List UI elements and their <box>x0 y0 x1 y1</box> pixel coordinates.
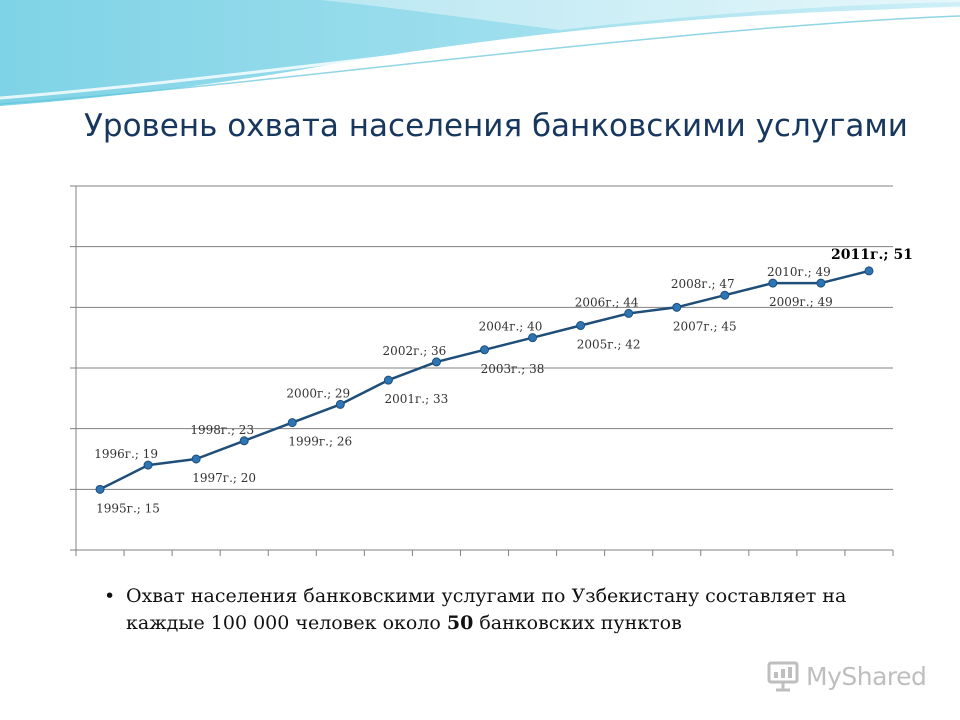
bullet-text: • Охват населения банковскими услугами п… <box>104 583 904 637</box>
data-point <box>672 302 682 312</box>
data-point <box>864 266 874 276</box>
data-point <box>95 484 105 494</box>
bullet-text-before: Охват населения банковскими услугами по … <box>126 585 847 634</box>
series-line <box>99 269 870 491</box>
data-point <box>816 278 826 288</box>
header-swoosh-decoration <box>0 0 960 106</box>
data-point <box>383 375 393 385</box>
data-label: 2005г.; 42 <box>577 338 641 352</box>
chart-grid <box>70 185 893 551</box>
data-label: 2001г.; 33 <box>384 392 448 406</box>
data-point <box>624 308 634 318</box>
bullet-text-after: банковских пунктов <box>473 612 682 634</box>
data-point <box>191 454 201 464</box>
data-point <box>768 278 778 288</box>
data-label: 2010г.; 49 <box>767 265 831 279</box>
data-label: 1995г.; 15 <box>96 501 160 515</box>
data-label: 2007г.; 45 <box>673 319 737 333</box>
bullet-bold-value: 50 <box>446 612 474 634</box>
presentation-board-icon <box>767 661 799 692</box>
data-labels: 1995г.; 15 1996г.; 19 1997г.; 20 1998г.; 23… <box>94 247 913 515</box>
watermark-text: MyShared <box>806 661 927 691</box>
data-label: 2004г.; 40 <box>479 320 543 334</box>
bullet-marker: • <box>104 585 116 607</box>
data-point <box>287 418 297 428</box>
data-point <box>143 460 153 470</box>
data-point <box>720 290 730 300</box>
watermark: MyShared <box>766 656 927 696</box>
series-markers <box>95 266 874 494</box>
data-point <box>480 345 489 355</box>
x-axis-ticks <box>75 550 894 556</box>
data-label: 1997г.; 20 <box>192 471 256 485</box>
data-label: 2009г.; 49 <box>769 295 833 309</box>
slide-title: Уровень охвата населения банковскими усл… <box>84 108 908 144</box>
data-label-highlight: 2011г.; 51 <box>831 247 913 263</box>
data-label: 2002г.; 36 <box>383 344 447 358</box>
data-point <box>431 357 441 367</box>
data-point <box>239 436 249 446</box>
data-label: 2008г.; 47 <box>671 277 735 291</box>
data-label: 2006г.; 44 <box>575 295 639 309</box>
data-point <box>335 399 345 409</box>
data-label: 1996г.; 19 <box>94 447 158 461</box>
data-label: 2000г.; 29 <box>286 386 350 400</box>
data-point <box>576 321 586 331</box>
data-label: 1999г.; 26 <box>288 435 352 449</box>
data-point <box>528 333 538 343</box>
data-label: 2003г.; 38 <box>481 362 545 376</box>
data-label: 1998г.; 23 <box>190 423 254 437</box>
